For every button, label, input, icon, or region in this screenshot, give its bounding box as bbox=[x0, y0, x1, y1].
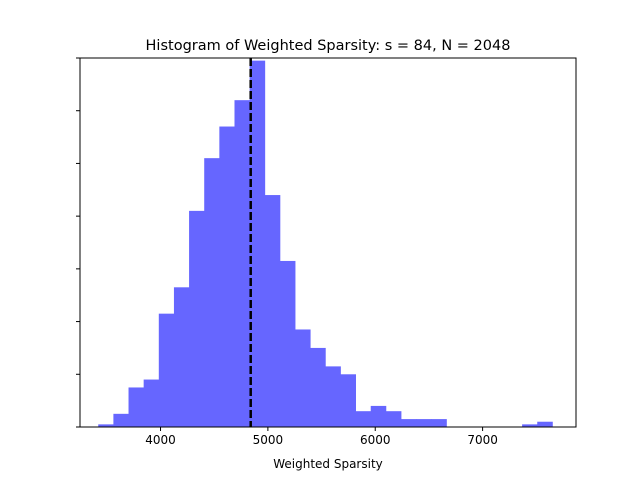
histogram-bar bbox=[234, 100, 251, 428]
histogram-bar bbox=[143, 379, 160, 427]
x-tick-label: 4000 bbox=[145, 433, 176, 447]
chart-title: Histogram of Weighted Sparsity: s = 84, … bbox=[146, 38, 511, 54]
y-axis-ticks bbox=[76, 57, 80, 428]
x-axis-label: Weighted Sparsity bbox=[273, 457, 383, 471]
histogram-bar bbox=[310, 347, 326, 427]
histogram-bar bbox=[537, 421, 553, 427]
histogram-bar bbox=[128, 387, 145, 427]
histogram-bars bbox=[98, 60, 553, 428]
x-tick-label: 6000 bbox=[360, 433, 391, 447]
x-tick-label: 5000 bbox=[253, 433, 284, 447]
histogram-bar bbox=[325, 366, 341, 427]
histogram-bar bbox=[401, 419, 417, 427]
histogram-bar bbox=[370, 405, 387, 427]
histogram-bar bbox=[385, 411, 402, 427]
x-tick-label: 7000 bbox=[467, 433, 498, 447]
histogram-bar bbox=[173, 287, 190, 427]
histogram-bar bbox=[431, 419, 447, 427]
histogram-bar bbox=[204, 158, 220, 427]
histogram-bar bbox=[295, 329, 311, 427]
plot-area-frame bbox=[79, 57, 577, 428]
x-axis-ticks: 4000 5000 6000 7000 bbox=[145, 427, 498, 447]
histogram-bar bbox=[189, 210, 205, 427]
histogram-bar bbox=[522, 424, 538, 427]
histogram-bar bbox=[98, 424, 114, 427]
histogram-bar bbox=[279, 260, 296, 427]
histogram-bar bbox=[249, 60, 266, 428]
histogram-bar bbox=[355, 411, 372, 427]
histogram-bar bbox=[340, 374, 356, 427]
histogram-bar bbox=[158, 313, 175, 427]
histogram-bar bbox=[264, 195, 281, 427]
histogram-bar bbox=[113, 413, 129, 427]
histogram-bar bbox=[416, 419, 432, 427]
histogram-bar bbox=[219, 126, 235, 428]
